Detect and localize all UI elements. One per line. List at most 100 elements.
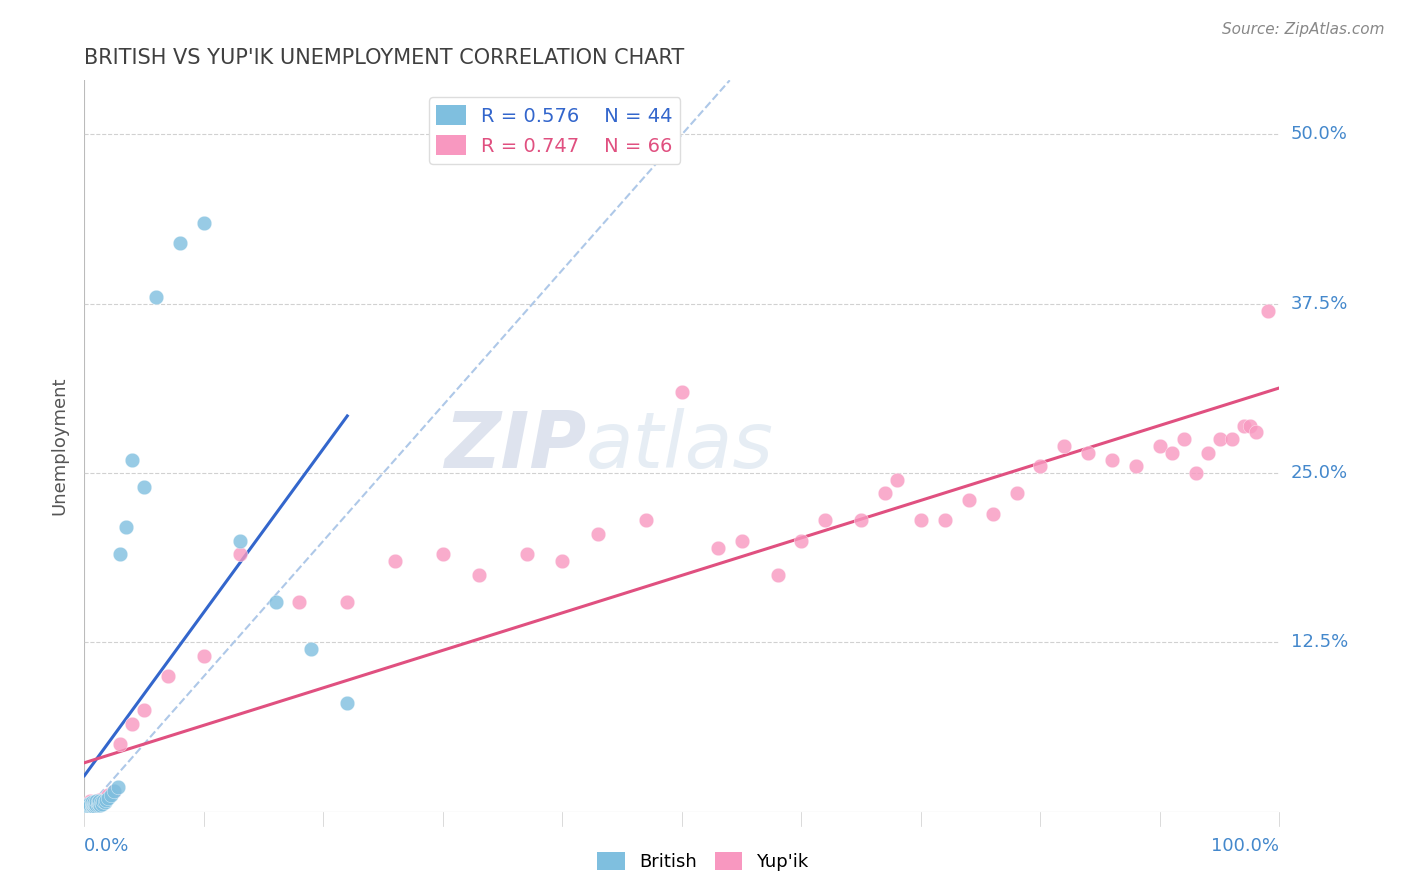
Point (93, 795, 115, 809)
Point (1149, 439, 1171, 453)
Point (1244, 425, 1267, 440)
Point (1005, 486, 1028, 500)
Point (707, 541, 730, 555)
Point (77, 797, 100, 811)
Point (83, 795, 105, 809)
Text: 25.0%: 25.0% (1291, 464, 1348, 482)
Point (94, 792, 117, 806)
Point (75, 799, 97, 814)
Point (90, 795, 112, 809)
Point (107, 780, 129, 795)
Point (1239, 418, 1261, 433)
Point (82, 797, 104, 811)
Point (83, 795, 105, 809)
Point (336, 697, 359, 711)
Text: 100.0%: 100.0% (1212, 837, 1279, 855)
Point (301, 642, 323, 657)
Text: atlas: atlas (586, 408, 775, 484)
Point (886, 473, 908, 487)
Point (132, 703, 156, 717)
Point (77, 799, 100, 814)
Point (100, 789, 122, 803)
Point (77, 799, 100, 814)
Point (90, 795, 112, 809)
Point (551, 554, 574, 568)
Point (731, 533, 754, 548)
Point (103, 784, 125, 798)
Point (87, 797, 110, 811)
Point (588, 527, 610, 541)
Point (110, 737, 132, 751)
Point (86, 797, 108, 812)
Point (86, 795, 108, 809)
Point (145, 290, 167, 304)
Point (115, 520, 138, 534)
Point (229, 547, 252, 561)
Point (80, 795, 103, 809)
Point (169, 235, 191, 250)
Point (94, 791, 117, 805)
Point (82, 797, 104, 811)
Point (77, 797, 100, 811)
Point (121, 716, 143, 731)
Point (121, 452, 143, 467)
Point (97, 791, 120, 805)
Text: 50.0%: 50.0% (1291, 126, 1347, 144)
Point (93, 794, 115, 808)
Point (76, 799, 98, 814)
Point (86, 797, 108, 811)
Legend: British, Yup'ik: British, Yup'ik (591, 845, 815, 879)
Text: BRITISH VS YUP'IK UNEMPLOYMENT CORRELATION CHART: BRITISH VS YUP'IK UNEMPLOYMENT CORRELATI… (84, 47, 685, 68)
Point (157, 669, 180, 683)
Point (193, 215, 215, 229)
Point (1101, 452, 1123, 467)
Point (93, 792, 115, 806)
Legend: R = 0.576    N = 44, R = 0.747    N = 66: R = 0.576 N = 44, R = 0.747 N = 66 (429, 97, 681, 163)
Point (77, 797, 100, 811)
Point (86, 794, 108, 808)
Point (432, 547, 454, 561)
Point (1257, 303, 1279, 318)
Point (790, 533, 813, 548)
Point (132, 480, 156, 494)
Point (1185, 466, 1208, 480)
Point (516, 547, 538, 561)
Point (79, 797, 101, 812)
Point (1125, 459, 1147, 474)
Point (957, 493, 980, 508)
Point (82, 799, 104, 814)
Point (83, 797, 105, 812)
Point (288, 595, 311, 609)
Point (336, 595, 359, 609)
Point (1161, 446, 1184, 460)
Point (934, 514, 956, 528)
Point (1209, 432, 1232, 446)
Point (1197, 446, 1219, 460)
Point (981, 507, 1004, 521)
Point (1173, 432, 1195, 446)
Point (79, 794, 101, 808)
Point (766, 567, 789, 582)
Point (910, 514, 932, 528)
Point (80, 797, 103, 812)
Point (1220, 432, 1243, 446)
Point (77, 799, 100, 814)
Point (1233, 418, 1256, 433)
Y-axis label: Unemployment: Unemployment (51, 376, 69, 516)
Point (91, 797, 114, 811)
Point (79, 799, 101, 814)
Point (75, 799, 97, 814)
Point (89, 797, 111, 812)
Point (86, 794, 108, 808)
Point (264, 595, 287, 609)
Point (86, 797, 108, 812)
Point (87, 792, 110, 806)
Point (229, 533, 252, 548)
Point (84, 797, 107, 811)
Point (76, 799, 98, 814)
Point (87, 794, 110, 808)
Point (103, 784, 125, 798)
Point (84, 799, 107, 814)
Point (1053, 439, 1076, 453)
Point (636, 514, 658, 528)
